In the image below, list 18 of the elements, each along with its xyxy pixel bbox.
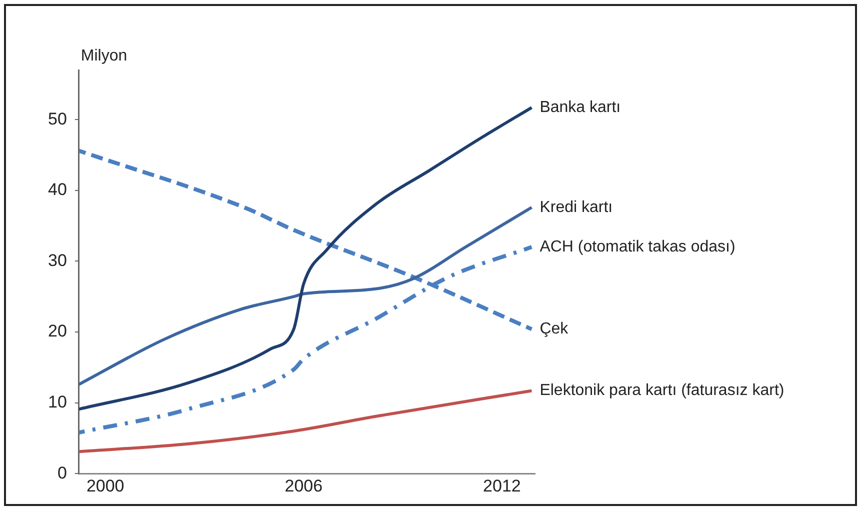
y-axis-title: Milyon [80,47,128,64]
series-label: Elektonik para kartı (faturasız kart) [540,382,784,400]
series-label: Kredi kartı [540,198,613,216]
y-tick-label: 50 [48,109,67,128]
y-tick-label: 30 [48,250,67,270]
y-tick-label: 10 [48,392,67,412]
y-tick-label: 20 [48,322,67,341]
x-tick-label: 2012 [483,476,521,496]
x-tick-label: 2006 [284,476,323,496]
series-label: Çek [540,320,570,338]
x-tick-label: 2000 [86,476,124,496]
y-tick-label: 0 [57,463,67,482]
series-label: Banka kartı [540,98,621,116]
line-series [78,206,534,386]
series-label: ACH (otomatik takas odası) [540,238,736,256]
y-tick-label: 40 [48,180,67,200]
line-series [78,106,534,411]
line-series [78,389,534,454]
